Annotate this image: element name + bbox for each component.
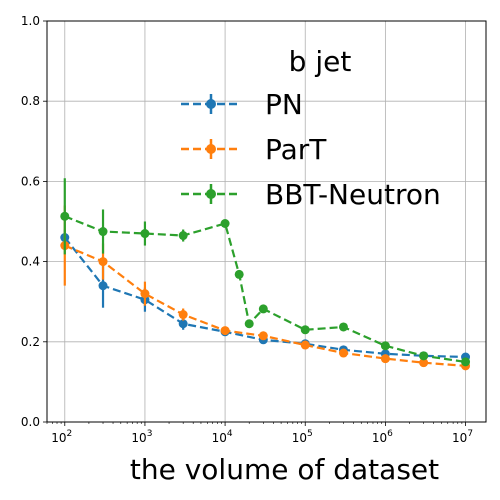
x-tick-label: 103 xyxy=(131,429,152,445)
x-axis-label: the volume of dataset xyxy=(130,453,439,486)
y-tick-label: 1.0 xyxy=(21,14,40,28)
y-tick-label: 0.4 xyxy=(21,255,40,269)
legend-marker xyxy=(206,189,216,199)
data-point xyxy=(419,351,429,361)
x-tick-label: 106 xyxy=(372,429,393,445)
plot-frame xyxy=(46,20,487,423)
data-point xyxy=(178,231,188,241)
ticks: 0.0 0.2 0.4 0.6 0.8 1.0 102 103 104 105 106 107 xyxy=(21,14,473,445)
data-point xyxy=(98,257,108,267)
data-point xyxy=(300,325,310,335)
x-tick-label: 102 xyxy=(51,429,72,445)
data-point xyxy=(300,340,310,350)
data-point xyxy=(258,304,268,314)
data-point xyxy=(338,322,348,332)
x-tick-label: 105 xyxy=(292,429,313,445)
legend-label: ParT xyxy=(265,133,327,166)
y-tick-label: 0.0 xyxy=(21,415,40,429)
series-bbt-neutron xyxy=(60,178,471,367)
legend-label: PN xyxy=(265,88,303,121)
legend-item: ParT xyxy=(181,133,327,166)
legend-marker xyxy=(206,99,216,109)
legend: b jet PN ParT BBT-Neutron xyxy=(181,45,441,211)
x-tick-label: 107 xyxy=(452,429,473,445)
data-point xyxy=(178,319,188,329)
data-point xyxy=(140,229,150,239)
data-point xyxy=(98,281,108,291)
data-point xyxy=(98,227,108,237)
data-point xyxy=(140,289,150,299)
data-point xyxy=(220,326,230,336)
legend-title: b jet xyxy=(289,45,352,78)
data-point xyxy=(338,348,348,358)
y-tick-label: 0.6 xyxy=(21,174,40,188)
data-point xyxy=(380,354,390,364)
y-tick-label: 0.2 xyxy=(21,335,40,349)
data-point xyxy=(419,358,429,368)
data-point xyxy=(234,269,244,279)
data-point xyxy=(461,357,471,367)
data-point xyxy=(258,331,268,341)
data-point xyxy=(60,211,70,221)
legend-items: PN ParT BBT-Neutron xyxy=(181,88,441,211)
data-point xyxy=(380,341,390,351)
y-tick-label: 0.8 xyxy=(21,94,40,108)
data-point xyxy=(244,319,254,329)
legend-item: BBT-Neutron xyxy=(181,178,441,211)
data-point xyxy=(178,310,188,320)
series-layer xyxy=(60,178,471,371)
data-point xyxy=(220,219,230,229)
legend-marker xyxy=(206,144,216,154)
legend-label: BBT-Neutron xyxy=(265,178,441,211)
legend-item: PN xyxy=(181,88,303,121)
x-tick-label: 104 xyxy=(212,429,233,445)
